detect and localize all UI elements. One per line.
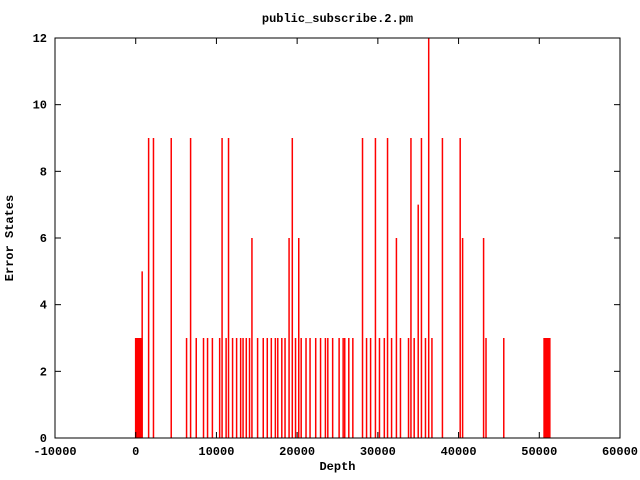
y-tick-label: 6 [40,232,47,246]
x-tick-label: 60000 [602,445,638,459]
x-tick-label: 10000 [198,445,234,459]
x-tick-label: -10000 [33,445,76,459]
impulse-thick-bar [134,338,143,438]
x-tick-label: 50000 [521,445,557,459]
x-tick-label: 40000 [441,445,477,459]
y-tick-label: 0 [40,432,47,446]
x-tick-label: 0 [132,445,139,459]
impulse-thick-bar [543,338,551,438]
chart-title: public_subscribe.2.pm [261,12,414,26]
y-tick-label: 4 [40,299,47,313]
y-tick-label: 12 [33,32,47,46]
x-axis-label: Depth [319,460,356,474]
y-tick-label: 10 [33,99,47,113]
y-tick-label: 8 [40,165,47,179]
y-tick-label: 2 [40,365,47,379]
x-tick-label: 20000 [279,445,315,459]
x-tick-label: 30000 [360,445,396,459]
